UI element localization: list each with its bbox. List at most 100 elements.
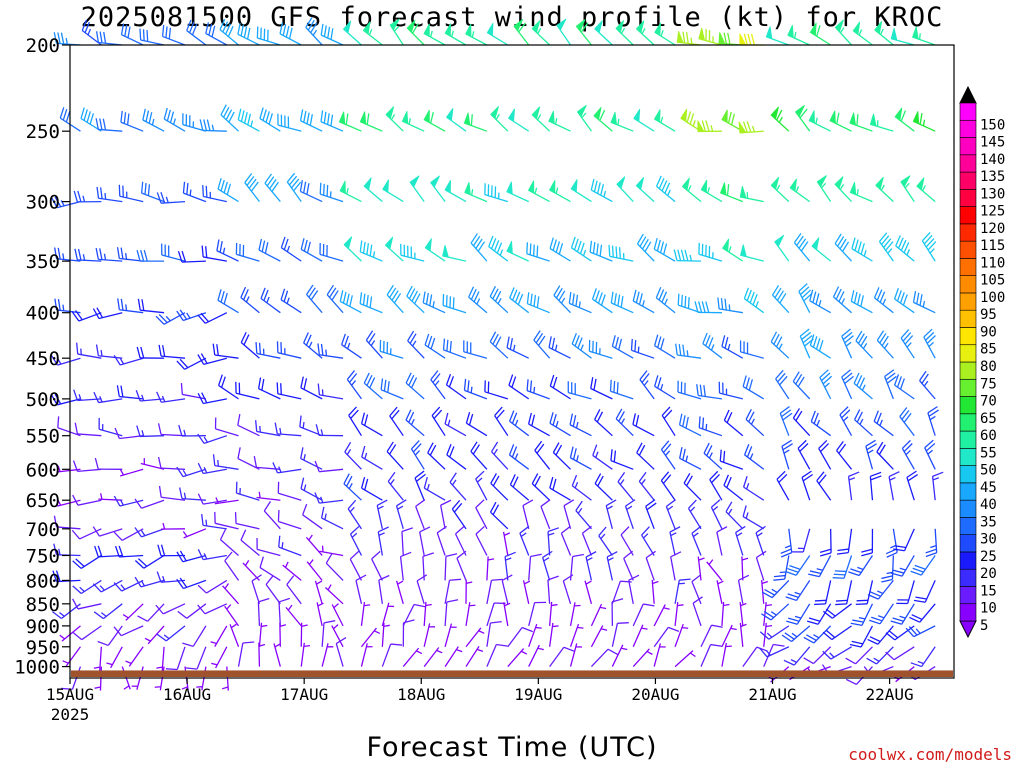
wind-barb xyxy=(314,580,323,604)
barb-full xyxy=(836,551,849,555)
barb-flag xyxy=(339,180,346,195)
wind-barb xyxy=(873,410,894,437)
barb-half xyxy=(745,512,749,519)
barb-shaft xyxy=(590,648,609,668)
barb-full xyxy=(901,409,910,420)
colorbar-swatch xyxy=(959,586,977,605)
barb-flag xyxy=(912,26,919,40)
barb-full xyxy=(124,24,128,37)
barb-half xyxy=(707,187,711,194)
barb-flag xyxy=(700,179,708,194)
wind-barb xyxy=(839,406,853,437)
barb-shaft xyxy=(560,533,572,556)
wind-barb xyxy=(765,26,790,46)
barb-full xyxy=(157,423,162,435)
barb-full xyxy=(55,570,61,582)
barb-shaft xyxy=(316,602,323,627)
barb-full xyxy=(871,616,883,622)
x-tick-label: 21AUG xyxy=(748,685,796,704)
barb-shaft xyxy=(906,477,915,501)
wind-barb xyxy=(608,244,634,262)
barb-half xyxy=(708,452,713,459)
barb-full xyxy=(780,552,792,558)
barb-shaft xyxy=(725,511,744,530)
barb-full xyxy=(664,182,671,194)
barb-half xyxy=(818,300,822,307)
barb-shaft xyxy=(788,528,793,553)
barb-shaft xyxy=(741,556,744,581)
wind-barb xyxy=(590,603,607,627)
barb-flag xyxy=(890,27,898,41)
barb-shaft xyxy=(855,646,873,665)
barb-full xyxy=(264,173,273,184)
wind-barb xyxy=(156,646,165,671)
barb-shaft xyxy=(809,300,831,314)
barb-shaft xyxy=(745,418,765,437)
x-tick-label: 15AUG xyxy=(46,685,94,704)
barb-full xyxy=(348,406,357,416)
barb-full xyxy=(282,24,287,36)
barb-shaft xyxy=(120,625,144,637)
y-tick-label: 850 xyxy=(26,594,60,616)
barb-full xyxy=(237,447,241,459)
barb-full xyxy=(511,412,518,424)
barb-full xyxy=(243,334,250,346)
wind-barb xyxy=(924,439,936,470)
barb-full xyxy=(94,545,99,558)
barb-half xyxy=(641,28,646,35)
barb-full xyxy=(157,456,162,469)
barb-shaft xyxy=(280,299,302,314)
wind-barb xyxy=(113,528,144,541)
barb-shaft xyxy=(220,114,239,132)
colorbar-tick-label: 105 xyxy=(980,273,1005,289)
barb-half xyxy=(140,530,146,537)
wind-barb xyxy=(710,499,723,530)
barb-half xyxy=(621,647,628,651)
barb-shaft xyxy=(119,357,144,366)
wind-barb xyxy=(430,370,446,400)
barb-shaft xyxy=(286,181,302,202)
barb-half xyxy=(857,566,864,571)
wind-barb xyxy=(343,236,362,262)
barb-full xyxy=(427,442,434,454)
barb-full xyxy=(682,448,686,461)
wind-barb xyxy=(742,375,765,400)
barb-full xyxy=(800,241,809,252)
barb-full xyxy=(472,444,480,455)
barb-shaft xyxy=(277,393,302,400)
wind-barb xyxy=(401,111,425,132)
barb-full xyxy=(53,515,58,528)
barb-shaft xyxy=(533,339,551,359)
barb-shaft xyxy=(436,532,446,556)
barb-half xyxy=(436,649,443,654)
barb-shaft xyxy=(651,579,655,604)
barb-shaft xyxy=(119,468,144,477)
wind-barb xyxy=(763,601,773,626)
wind-barb xyxy=(489,286,509,314)
barb-shaft xyxy=(98,498,123,501)
barb-half xyxy=(476,648,484,653)
wind-barb xyxy=(508,108,530,132)
barb-shaft xyxy=(645,557,655,581)
barb-shaft xyxy=(615,418,634,437)
barb-full xyxy=(776,470,786,480)
wind-barb xyxy=(569,553,584,581)
barb-shaft xyxy=(592,298,613,314)
barb-full xyxy=(925,331,935,341)
wind-barb xyxy=(263,501,281,530)
colorbar-swatch xyxy=(959,119,977,138)
barb-shaft xyxy=(214,354,239,359)
colorbar-tick-label: 50 xyxy=(980,463,997,479)
barb-half xyxy=(765,624,773,628)
barb-shaft xyxy=(503,602,509,627)
barb-half xyxy=(327,584,332,591)
wind-barb xyxy=(740,244,764,262)
barb-full xyxy=(563,499,575,507)
barb-shaft xyxy=(205,32,228,46)
barb-shaft xyxy=(526,253,550,262)
barb-flag xyxy=(593,107,602,121)
barb-shaft xyxy=(258,622,263,647)
wind-barb xyxy=(770,331,790,359)
barb-shaft xyxy=(611,644,624,667)
barb-full xyxy=(538,335,546,346)
